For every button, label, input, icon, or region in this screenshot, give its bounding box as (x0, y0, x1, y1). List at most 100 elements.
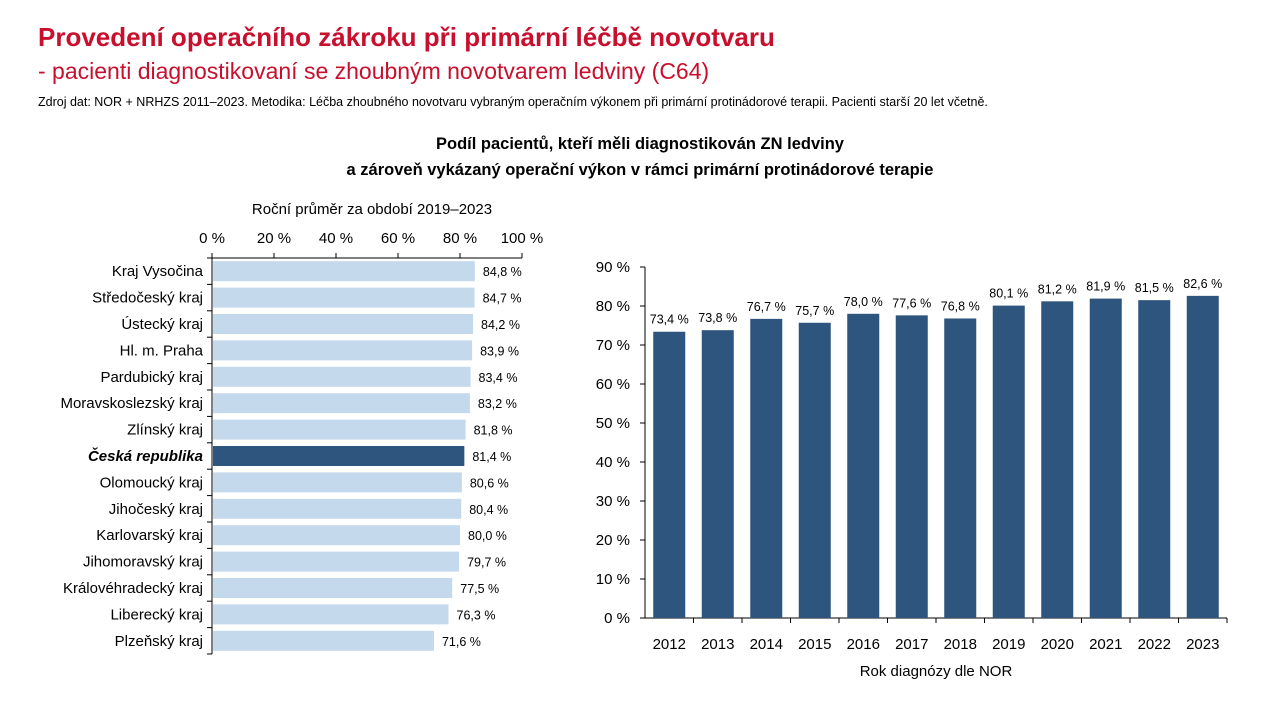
data-source-note: Zdroj dat: NOR + NRHZS 2011–2023. Metodi… (38, 95, 988, 109)
region-bar (213, 551, 460, 572)
year-value-label: 81,2 % (1038, 282, 1077, 296)
region-label: Středočeský kraj (92, 290, 203, 307)
region-value-label: 84,8 % (483, 265, 522, 279)
year-x-tick-label: 2017 (895, 636, 928, 653)
year-bar (847, 313, 880, 618)
region-label: Plzeňský kraj (115, 633, 203, 650)
year-bar (895, 315, 928, 618)
region-bar (213, 340, 473, 361)
year-x-tick-label: 2023 (1186, 636, 1219, 653)
year-x-tick-label: 2020 (1041, 636, 1074, 653)
region-label: Hl. m. Praha (120, 342, 204, 359)
year-x-tick-label: 2013 (701, 636, 734, 653)
year-y-tick-label: 90 % (596, 259, 630, 276)
year-bar (701, 330, 734, 618)
region-bar (213, 578, 453, 598)
region-bar-highlight (213, 446, 465, 466)
region-value-label: 80,0 % (468, 529, 507, 543)
year-x-tick-label: 2016 (847, 636, 880, 653)
year-value-label: 76,8 % (941, 299, 980, 313)
region-value-label: 79,7 % (467, 556, 506, 570)
region-value-label: 84,7 % (483, 292, 522, 306)
region-x-tick-label: 20 % (257, 230, 291, 247)
region-value-label: 80,4 % (469, 503, 508, 517)
year-y-tick-label: 70 % (596, 337, 630, 354)
region-label: Jihočeský kraj (109, 501, 203, 518)
year-y-tick-label: 30 % (596, 493, 630, 510)
year-value-label: 81,9 % (1086, 280, 1125, 294)
year-y-tick-label: 40 % (596, 454, 630, 471)
page-title: Provedení operačního zákroku při primárn… (38, 22, 775, 52)
region-label: Pardubický kraj (100, 369, 203, 386)
year-value-label: 82,6 % (1183, 277, 1222, 291)
year-value-label: 73,8 % (698, 311, 737, 325)
chart-heading-line-2: a zároveň vykázaný operační výkon v rámc… (346, 161, 934, 179)
year-value-label: 76,7 % (747, 300, 786, 314)
region-bar (213, 366, 471, 387)
region-value-label: 84,2 % (481, 318, 520, 332)
year-y-tick-label: 0 % (604, 610, 630, 627)
region-bar-chart: Roční průměr za období 2019–2023 0 % 20 % 4… (60, 201, 544, 655)
region-value-label: 80,6 % (470, 476, 509, 490)
region-label: Královéhradecký kraj (63, 580, 203, 597)
region-value-label: 71,6 % (442, 635, 481, 649)
year-bar (1186, 295, 1219, 618)
year-x-tick-label: 2015 (798, 636, 831, 653)
year-y-tick-label: 10 % (596, 571, 630, 588)
region-bar (213, 287, 475, 308)
year-x-tick-label: 2012 (653, 636, 686, 653)
year-bar (653, 331, 686, 618)
region-x-tick-label: 40 % (319, 230, 353, 247)
region-value-label: 77,5 % (460, 582, 499, 596)
year-bar (1089, 298, 1122, 618)
region-bar (213, 314, 474, 334)
year-bar (992, 305, 1025, 618)
yearly-bar-chart: 0 % 10 % 20 % 30 % 40 % 50 % 60 % 70 % 80 % 90 % 7… (596, 259, 1228, 680)
year-value-label: 77,6 % (892, 296, 931, 310)
region-bar (213, 472, 462, 493)
region-bar (213, 393, 470, 414)
year-y-tick-label: 80 % (596, 298, 630, 315)
region-label: Karlovarský kraj (96, 527, 203, 544)
region-value-label: 83,2 % (478, 397, 517, 411)
region-label: Moravskoslezský kraj (60, 395, 203, 412)
year-x-tick-label: 2021 (1089, 636, 1122, 653)
year-y-tick-label: 60 % (596, 376, 630, 393)
region-value-label: 83,4 % (479, 371, 518, 385)
year-y-tick-label: 20 % (596, 532, 630, 549)
year-bar (750, 318, 783, 618)
year-x-tick-label: 2022 (1138, 636, 1171, 653)
chart-heading-line-1: Podíl pacientů, kteří měli diagnostiková… (435, 135, 844, 153)
year-value-label: 81,5 % (1135, 281, 1174, 295)
region-label: Česká republika (88, 447, 203, 465)
year-bar (944, 318, 977, 618)
year-value-label: 80,1 % (989, 287, 1028, 301)
year-x-tick-label: 2014 (750, 636, 783, 653)
region-label: Ústecký kraj (121, 316, 203, 333)
region-bar (213, 630, 434, 651)
region-bar (213, 525, 460, 546)
region-value-label: 76,3 % (457, 608, 496, 622)
year-x-tick-label: 2019 (992, 636, 1025, 653)
region-bar (213, 498, 462, 519)
year-x-axis-title: Rok diagnózy dle NOR (860, 663, 1013, 680)
year-value-label: 78,0 % (844, 295, 883, 309)
region-label: Kraj Vysočina (112, 263, 204, 280)
year-value-label: 73,4 % (650, 313, 689, 327)
year-x-tick-label: 2018 (944, 636, 977, 653)
region-x-tick-label: 100 % (501, 230, 544, 247)
region-label: Jihomoravský kraj (83, 554, 203, 571)
region-value-label: 81,4 % (472, 450, 511, 464)
region-x-tick-label: 80 % (443, 230, 477, 247)
region-x-tick-label: 0 % (199, 230, 225, 247)
year-bar (1041, 301, 1074, 618)
year-y-tick-label: 50 % (596, 415, 630, 432)
region-label: Zlínský kraj (127, 422, 203, 439)
year-value-label: 75,7 % (795, 304, 834, 318)
page-subtitle: - pacienti diagnostikovaní se zhoubným n… (38, 58, 710, 84)
year-bar (798, 322, 831, 618)
year-bar (1138, 300, 1171, 618)
region-bar (213, 419, 466, 440)
region-x-tick-label: 60 % (381, 230, 415, 247)
